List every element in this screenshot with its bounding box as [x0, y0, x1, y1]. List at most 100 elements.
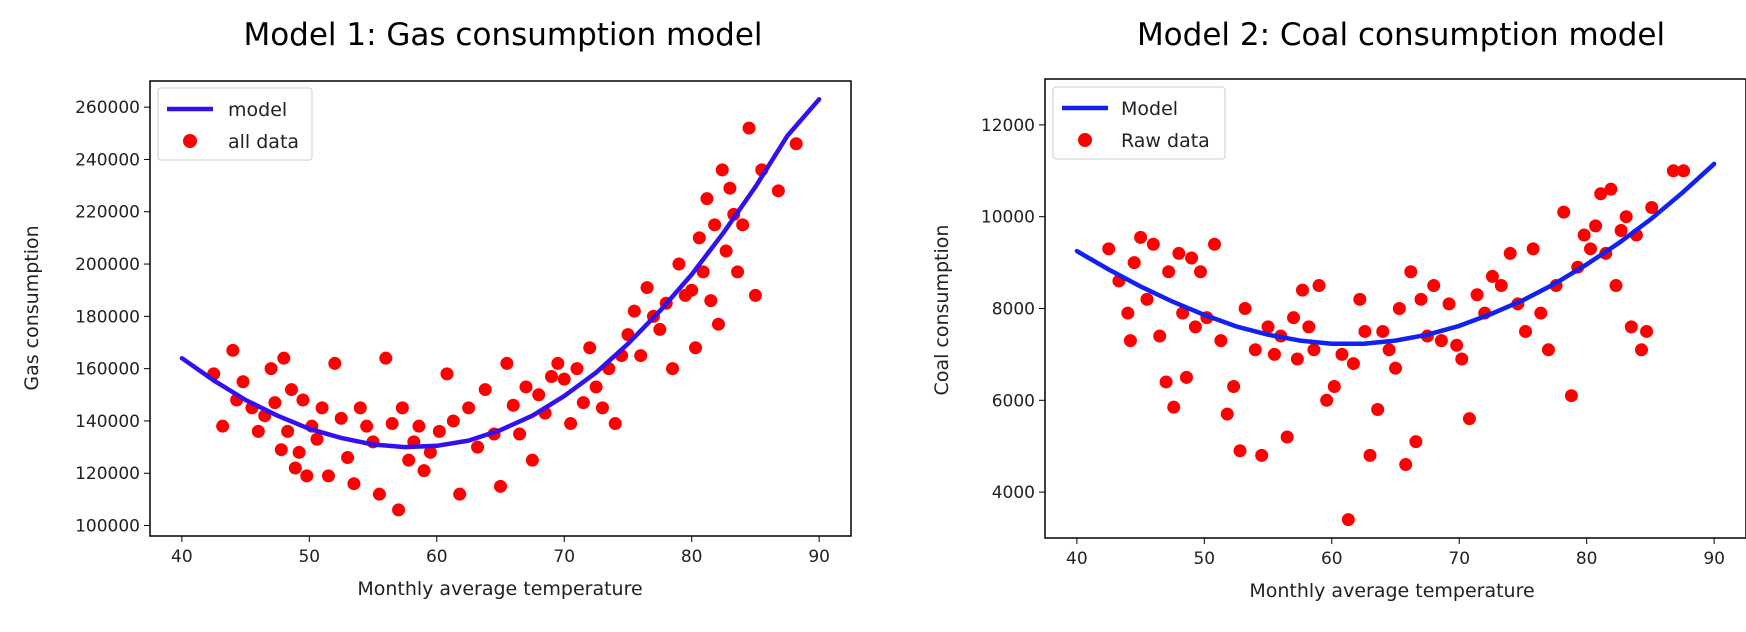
data-point [288, 461, 302, 475]
y-tick-label: 220000 [75, 203, 140, 223]
data-point [771, 184, 785, 198]
data-point [1320, 393, 1334, 407]
data-point [1462, 412, 1476, 426]
data-point [1167, 400, 1181, 414]
data-point [576, 396, 590, 410]
data-point [1634, 343, 1648, 357]
data-point [1376, 324, 1390, 338]
data-point [1312, 279, 1326, 293]
data-point [1427, 279, 1441, 293]
data-point [711, 317, 725, 331]
data-point [708, 218, 722, 232]
data-point [719, 244, 733, 258]
data-point [310, 432, 324, 446]
data-point [1353, 292, 1367, 306]
y-tick-label: 140000 [75, 412, 140, 432]
data-point [1248, 343, 1262, 357]
data-point [1399, 458, 1413, 472]
data-point [1220, 407, 1234, 421]
data-point [334, 411, 348, 425]
y-tick-label: 120000 [75, 464, 140, 484]
coal-consumption-chart: Model 2: Coal consumption model 40 50 60 70… [931, 17, 1746, 602]
data-point [1140, 292, 1154, 306]
data-point [1185, 251, 1199, 265]
y-tick-label: 6000 [992, 391, 1035, 411]
data-point [627, 304, 641, 318]
data-point [1409, 435, 1423, 449]
data-point [1255, 448, 1269, 462]
data-point [666, 362, 680, 376]
x-axis-label: Monthly average temperature [1249, 580, 1534, 602]
data-point [1470, 288, 1484, 302]
data-point [595, 401, 609, 415]
data-point [1172, 246, 1186, 260]
data-point [653, 322, 667, 336]
data-point [723, 181, 737, 195]
data-point [1335, 347, 1349, 361]
y-tick-label: 200000 [75, 255, 140, 275]
data-point [1227, 380, 1241, 394]
data-point [525, 453, 539, 467]
data-point [1609, 279, 1623, 293]
data-point [551, 356, 565, 370]
data-point [1295, 283, 1309, 297]
data-point [736, 218, 750, 232]
data-point [432, 424, 446, 438]
data-point [462, 401, 476, 415]
data-point [315, 401, 329, 415]
data-point [789, 137, 803, 151]
x-tick-label: 70 [1448, 549, 1470, 569]
y-axis-label: Coal consumption [931, 225, 953, 396]
data-point [1134, 230, 1148, 244]
data-point [1604, 182, 1618, 196]
data-point [564, 417, 578, 431]
legend-marker-swatch [183, 134, 197, 148]
x-tick-label: 70 [553, 547, 575, 567]
data-point [478, 383, 492, 397]
data-point [321, 469, 335, 483]
data-point [471, 440, 485, 454]
data-point [1146, 237, 1160, 251]
data-point [544, 369, 558, 383]
x-tick-label: 60 [426, 547, 448, 567]
model-curve [179, 97, 822, 450]
x-tick-label: 90 [1703, 549, 1725, 569]
data-point [292, 445, 306, 459]
data-point [379, 351, 393, 365]
data-point [692, 231, 706, 245]
x-axis-label: Monthly average temperature [357, 578, 642, 600]
data-point [1519, 324, 1533, 338]
data-point [1666, 164, 1680, 178]
data-point [1214, 334, 1228, 348]
data-point [385, 417, 399, 431]
data-point [446, 414, 460, 428]
data-point [570, 362, 584, 376]
data-point [1121, 306, 1135, 320]
x-tick-label: 50 [1193, 549, 1215, 569]
data-point [1123, 334, 1137, 348]
x-tick-label: 50 [298, 547, 320, 567]
gas-consumption-chart: Model 1: Gas consumption model 40 50 60 70 8… [21, 17, 852, 600]
data-point [731, 265, 745, 279]
data-point [1526, 242, 1540, 256]
data-point [417, 464, 431, 478]
data-point [1614, 223, 1628, 237]
data-point [640, 281, 654, 295]
data-point [557, 372, 571, 386]
data-point [748, 288, 762, 302]
data-point [1233, 444, 1247, 458]
data-point [1392, 302, 1406, 315]
data-point [1307, 343, 1321, 357]
data-point [1280, 430, 1294, 444]
data-point [1534, 306, 1548, 320]
plot-area: 40 50 60 70 80 90 4000 6000 8000 10000 12000 [981, 116, 1725, 569]
data-point [1188, 320, 1202, 334]
legend-marker-swatch [1078, 133, 1092, 147]
plot-frame [1044, 78, 1746, 539]
legend-label-model: model [228, 99, 287, 121]
data-point [1584, 242, 1598, 256]
data-point [608, 417, 622, 431]
legend-box [1052, 86, 1226, 160]
data-point [1302, 320, 1316, 334]
